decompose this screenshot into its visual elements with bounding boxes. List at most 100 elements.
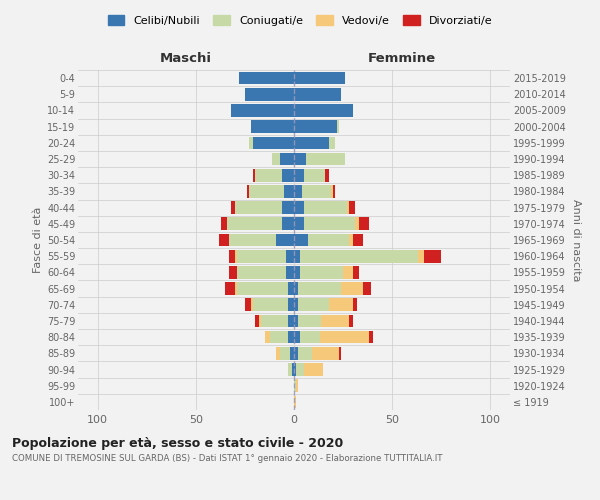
Bar (355, 218, 359, 230)
Bar (245, 298, 251, 311)
Bar (294, 234, 308, 246)
Bar (237, 266, 286, 278)
Bar (231, 202, 235, 214)
Bar (259, 314, 260, 328)
Bar (294, 202, 304, 214)
Bar (304, 363, 323, 376)
Bar (329, 298, 353, 311)
Bar (280, 152, 294, 166)
Bar (329, 136, 335, 149)
Text: Popolazione per età, sesso e stato civile - 2020: Popolazione per età, sesso e stato civil… (12, 438, 343, 450)
Bar (251, 298, 253, 311)
Bar (294, 282, 298, 295)
Bar (337, 120, 339, 133)
Bar (229, 234, 277, 246)
Bar (294, 266, 300, 278)
Bar (237, 250, 286, 262)
Bar (235, 282, 237, 295)
Bar (298, 298, 329, 311)
Bar (418, 250, 424, 262)
Bar (424, 250, 441, 262)
Bar (368, 331, 373, 344)
Bar (282, 218, 294, 230)
Text: COMUNE DI TREMOSINE SUL GARDA (BS) - Dati ISTAT 1° gennaio 2020 - Elaborazione T: COMUNE DI TREMOSINE SUL GARDA (BS) - Dat… (12, 454, 443, 463)
Bar (286, 250, 294, 262)
Bar (349, 202, 355, 214)
Bar (359, 218, 368, 230)
Bar (277, 234, 294, 246)
Bar (294, 152, 306, 166)
Bar (282, 169, 294, 181)
Bar (298, 314, 322, 328)
Bar (331, 185, 333, 198)
Bar (249, 136, 253, 149)
Bar (294, 380, 296, 392)
Bar (343, 266, 353, 278)
Bar (253, 136, 294, 149)
Bar (333, 185, 335, 198)
Bar (255, 169, 282, 181)
Bar (227, 218, 282, 230)
Bar (363, 282, 371, 295)
Bar (298, 282, 341, 295)
Bar (294, 136, 329, 149)
Bar (294, 169, 304, 181)
Bar (304, 218, 355, 230)
Bar (304, 202, 347, 214)
Bar (288, 314, 294, 328)
Bar (294, 347, 298, 360)
Bar (237, 282, 288, 295)
Bar (255, 314, 259, 328)
Text: Femmine: Femmine (368, 52, 436, 65)
Bar (325, 169, 329, 181)
Bar (341, 282, 363, 295)
Bar (239, 72, 294, 85)
Bar (288, 282, 294, 295)
Bar (280, 347, 290, 360)
Bar (296, 380, 298, 392)
Bar (322, 314, 349, 328)
Bar (308, 234, 349, 246)
Bar (294, 88, 341, 101)
Bar (294, 396, 296, 408)
Bar (294, 298, 298, 311)
Bar (353, 298, 357, 311)
Y-axis label: Anni di nascita: Anni di nascita (571, 198, 581, 281)
Bar (296, 363, 304, 376)
Bar (294, 104, 353, 117)
Bar (302, 185, 331, 198)
Bar (229, 250, 235, 262)
Bar (288, 331, 294, 344)
Bar (225, 282, 235, 295)
Bar (339, 347, 341, 360)
Bar (284, 185, 294, 198)
Bar (235, 250, 237, 262)
Bar (349, 234, 353, 246)
Bar (271, 331, 288, 344)
Bar (253, 298, 288, 311)
Bar (304, 169, 325, 181)
Bar (292, 363, 294, 376)
Legend: Celibi/Nubili, Coniugati/e, Vedovi/e, Divorziati/e: Celibi/Nubili, Coniugati/e, Vedovi/e, Di… (103, 10, 497, 30)
Text: Maschi: Maschi (160, 52, 212, 65)
Bar (300, 331, 320, 344)
Bar (294, 363, 296, 376)
Bar (290, 347, 294, 360)
Bar (353, 266, 359, 278)
Bar (251, 120, 294, 133)
Bar (282, 202, 294, 214)
Bar (253, 169, 255, 181)
Bar (265, 331, 271, 344)
Bar (294, 331, 300, 344)
Bar (300, 250, 418, 262)
Bar (294, 185, 302, 198)
Bar (311, 347, 339, 360)
Bar (353, 234, 363, 246)
Bar (294, 250, 300, 262)
Bar (347, 202, 349, 214)
Y-axis label: Fasce di età: Fasce di età (32, 207, 43, 273)
Bar (247, 185, 249, 198)
Bar (235, 202, 282, 214)
Bar (288, 363, 292, 376)
Bar (320, 331, 368, 344)
